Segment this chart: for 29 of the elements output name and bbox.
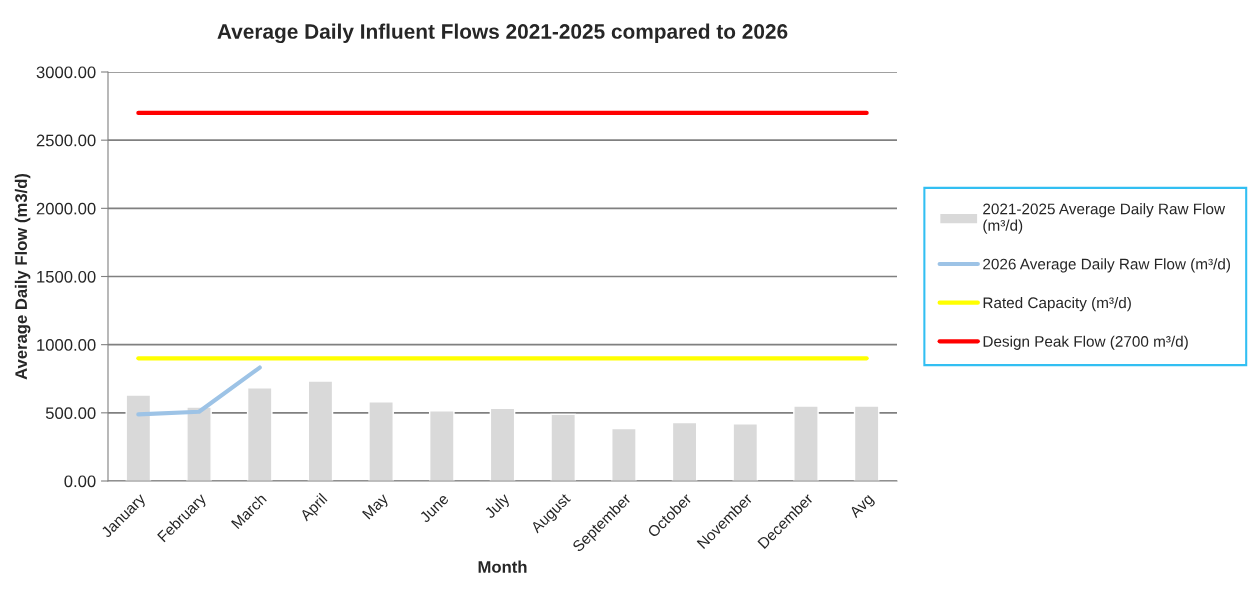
y-tick-label: 2000.00 <box>36 202 96 215</box>
bar <box>853 405 880 481</box>
legend-label: Rated Capacity (m³/d) <box>983 296 1131 312</box>
bar <box>732 423 759 481</box>
bar <box>307 380 334 481</box>
y-tick-label: 0.00 <box>64 475 96 488</box>
y-tick-label: 3000.00 <box>36 66 96 79</box>
y-tick-label: 1000.00 <box>37 339 96 351</box>
bar <box>671 421 698 481</box>
bar <box>125 394 152 481</box>
bar <box>793 405 819 481</box>
y-tick-label: 2500.00 <box>36 134 96 147</box>
bar <box>611 427 637 481</box>
legend-label: Design Peak Flow (2700 m³/d) <box>983 335 1188 350</box>
bar <box>489 407 516 481</box>
y-tick-label: 500.00 <box>45 407 96 420</box>
bar <box>368 401 394 481</box>
bar <box>186 406 212 481</box>
x-tick-label: July <box>483 492 513 522</box>
x-tick-label: Avg <box>848 493 877 521</box>
chart-title: Average Daily Influent Flows 2021-2025 compared to 2026 <box>217 23 788 44</box>
legend-label: 2026 Average Daily Raw Flow (m³/d) <box>983 258 1230 273</box>
bar <box>550 413 577 481</box>
x-axis-title: Month <box>478 560 527 573</box>
legend-label: 2021-2025 Average Daily Raw Flow (m³/d) <box>983 203 1226 234</box>
y-axis-title: Average Daily Flow (m3/d) <box>14 173 31 380</box>
y-tick-label: 1500.00 <box>37 270 96 283</box>
bar <box>246 387 273 481</box>
bar <box>428 410 455 481</box>
